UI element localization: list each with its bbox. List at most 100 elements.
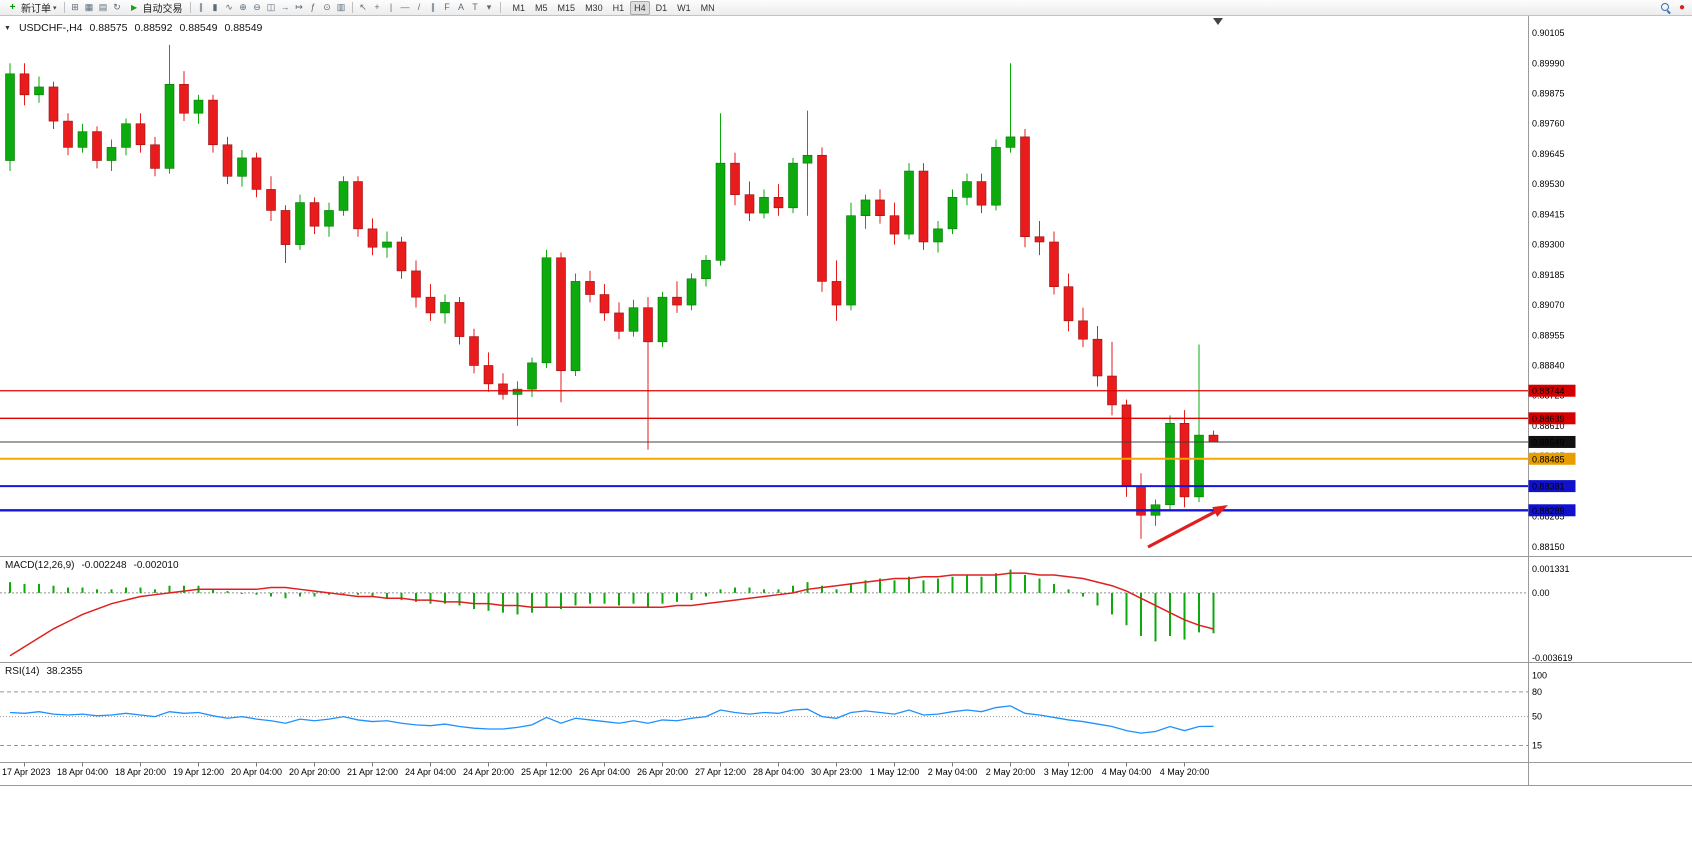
profiles-icon[interactable]: ▦: [84, 2, 94, 12]
svg-text:0.88840: 0.88840: [1532, 360, 1565, 370]
timeframe-toolbar-group: M1 M5 M15 M30 H1 H4 D1 W1 MN: [509, 0, 719, 15]
svg-text:4 May 20:00: 4 May 20:00: [1160, 767, 1210, 777]
svg-text:17 Apr 2023: 17 Apr 2023: [2, 767, 51, 777]
zoom-out-icon[interactable]: ⊖: [253, 2, 261, 12]
svg-text:0.88485: 0.88485: [1532, 454, 1565, 464]
toolbar-separator: [499, 2, 501, 13]
svg-text:0.88289: 0.88289: [1532, 506, 1565, 516]
new-order-label: 新订单: [21, 4, 51, 15]
trendline-icon[interactable]: /: [417, 2, 421, 12]
price-axis[interactable]: 0.90105 0.89990 0.89875 0.89760 0.89645 0.895…: [1528, 28, 1576, 552]
price-badge-0.88639: 0.88639: [1528, 412, 1576, 425]
toolbar-right-group: ●: [1660, 1, 1689, 13]
price-badge-0.88381: 0.88381: [1528, 480, 1576, 493]
new-order-icon: +: [9, 2, 16, 13]
svg-text:20 Apr 20:00: 20 Apr 20:00: [289, 767, 340, 777]
text-icon[interactable]: A: [458, 2, 465, 12]
chart-canvas[interactable]: 0.90105 0.89990 0.89875 0.89760 0.89645 0.895…: [0, 16, 1692, 849]
svg-text:24 Apr 04:00: 24 Apr 04:00: [405, 767, 456, 777]
svg-text:50: 50: [1532, 712, 1542, 722]
templates-icon[interactable]: ▥: [336, 2, 346, 12]
tile-windows-icon[interactable]: ◫: [266, 2, 276, 12]
svg-text:26 Apr 04:00: 26 Apr 04:00: [579, 767, 630, 777]
timeframe-m15-button[interactable]: M15: [557, 2, 576, 13]
channel-icon[interactable]: ∥: [430, 2, 436, 12]
svg-text:3 May 12:00: 3 May 12:00: [1044, 767, 1094, 777]
shapes-icon[interactable]: ▾: [486, 2, 492, 12]
auto-trading-label: 自动交易: [142, 4, 183, 15]
timeframe-d1-button[interactable]: D1: [655, 2, 668, 13]
draw-toolbar-group: ↖ + | — / ∥ F A T ▾: [357, 1, 496, 14]
svg-text:0.89645: 0.89645: [1532, 149, 1565, 159]
zoom-in-icon[interactable]: ⊕: [239, 2, 247, 12]
rsi-axis[interactable]: 100 80 50 15: [1532, 670, 1547, 750]
svg-text:26 Apr 20:00: 26 Apr 20:00: [637, 767, 688, 777]
svg-text:0.88744: 0.88744: [1532, 386, 1565, 396]
svg-text:0.90105: 0.90105: [1532, 28, 1565, 38]
svg-text:20 Apr 04:00: 20 Apr 04:00: [231, 767, 282, 777]
fibonacci-icon[interactable]: F: [444, 2, 450, 12]
horizontal-line-icon[interactable]: —: [400, 2, 410, 12]
new-order-button[interactable]: + 新订单 ▾: [3, 1, 60, 15]
bar-chart-icon[interactable]: ∥: [198, 2, 204, 12]
indicators-icon[interactable]: ƒ: [310, 2, 316, 12]
chart-shift-marker[interactable]: [1213, 18, 1223, 25]
search-icon[interactable]: [1660, 2, 1671, 13]
timeframe-h1-button[interactable]: H1: [612, 2, 625, 13]
macd-pane: [0, 569, 1528, 657]
print-icon[interactable]: ▤: [98, 2, 108, 12]
chart-shift-icon[interactable]: ↦: [295, 2, 303, 12]
svg-text:2 May 04:00: 2 May 04:00: [928, 767, 978, 777]
toolbar-separator: [63, 2, 65, 13]
timeframe-m5-button[interactable]: M5: [535, 2, 548, 13]
arrow-annotation[interactable]: [1147, 505, 1228, 549]
svg-text:21 Apr 12:00: 21 Apr 12:00: [347, 767, 398, 777]
macd-axis[interactable]: 0.001331 0.00 -0.003619: [1532, 564, 1573, 663]
svg-text:0.88955: 0.88955: [1532, 330, 1565, 340]
refresh-icon[interactable]: ↻: [113, 2, 121, 12]
svg-text:4 May 04:00: 4 May 04:00: [1102, 767, 1152, 777]
svg-text:15: 15: [1532, 741, 1542, 751]
time-periods-icon[interactable]: ⊙: [323, 2, 331, 12]
timeframe-m1-button[interactable]: M1: [512, 2, 526, 13]
time-axis[interactable]: 17 Apr 2023 18 Apr 04:00 18 Apr 20:00 19 Ap…: [2, 762, 1210, 778]
line-chart-icon[interactable]: ∿: [225, 2, 233, 12]
svg-text:0.88150: 0.88150: [1532, 542, 1565, 552]
label-icon[interactable]: T: [472, 2, 478, 12]
price-badge-0.88485: 0.88485: [1528, 452, 1576, 465]
auto-trading-button[interactable]: ▶ 自动交易: [125, 1, 186, 15]
svg-text:0.89990: 0.89990: [1532, 58, 1565, 68]
auto-scroll-icon[interactable]: →: [280, 2, 290, 12]
svg-text:0.89760: 0.89760: [1532, 119, 1565, 129]
svg-text:25 Apr 12:00: 25 Apr 12:00: [521, 767, 572, 777]
timeframe-m30-button[interactable]: M30: [585, 2, 603, 13]
svg-text:0.89070: 0.89070: [1532, 300, 1565, 310]
price-badge-0.88744: 0.88744: [1528, 384, 1576, 397]
timeframe-h4-button[interactable]: H4: [630, 0, 650, 15]
crosshair-icon[interactable]: +: [374, 2, 380, 12]
price-badge-0.88289: 0.88289: [1528, 504, 1576, 517]
svg-text:-0.003619: -0.003619: [1532, 653, 1573, 663]
cursor-icon[interactable]: ↖: [359, 2, 367, 12]
svg-text:19 Apr 12:00: 19 Apr 12:00: [173, 767, 224, 777]
svg-text:0.89415: 0.89415: [1532, 209, 1565, 219]
vertical-line-icon[interactable]: |: [389, 2, 393, 12]
timeframe-w1-button[interactable]: W1: [677, 2, 691, 13]
svg-text:0.88639: 0.88639: [1532, 414, 1565, 424]
chart-window: 0.90105 0.89990 0.89875 0.89760 0.89645 0.895…: [0, 16, 1692, 849]
svg-text:0.89530: 0.89530: [1532, 179, 1565, 189]
candlesticks: [5, 44, 1219, 539]
svg-text:30 Apr 23:00: 30 Apr 23:00: [811, 767, 862, 777]
toolbar-separator: [351, 2, 353, 13]
svg-text:18 Apr 20:00: 18 Apr 20:00: [115, 767, 166, 777]
candlestick-chart-icon[interactable]: ▮: [212, 2, 218, 12]
svg-text:18 Apr 04:00: 18 Apr 04:00: [57, 767, 108, 777]
chart-toolbar-group: ∥ ▮ ∿ ⊕ ⊖ ◫ → ↦ ƒ ⊙ ▥: [195, 1, 348, 14]
new-chart-icon[interactable]: ⊞: [71, 2, 79, 12]
timeframe-mn-button[interactable]: MN: [700, 2, 715, 13]
svg-text:2 May 20:00: 2 May 20:00: [986, 767, 1036, 777]
main-toolbar: + 新订单 ▾ ⊞ ▦ ▤ ↻ ▶ 自动交易 ∥ ▮ ∿ ⊕ ⊖ ◫ → ↦ ƒ ⊙ ▥ ↖ + | — / ∥ F A…: [0, 0, 1692, 16]
record-icon[interactable]: ●: [1678, 1, 1685, 13]
svg-text:0.89875: 0.89875: [1532, 89, 1565, 99]
svg-text:28 Apr 04:00: 28 Apr 04:00: [753, 767, 804, 777]
